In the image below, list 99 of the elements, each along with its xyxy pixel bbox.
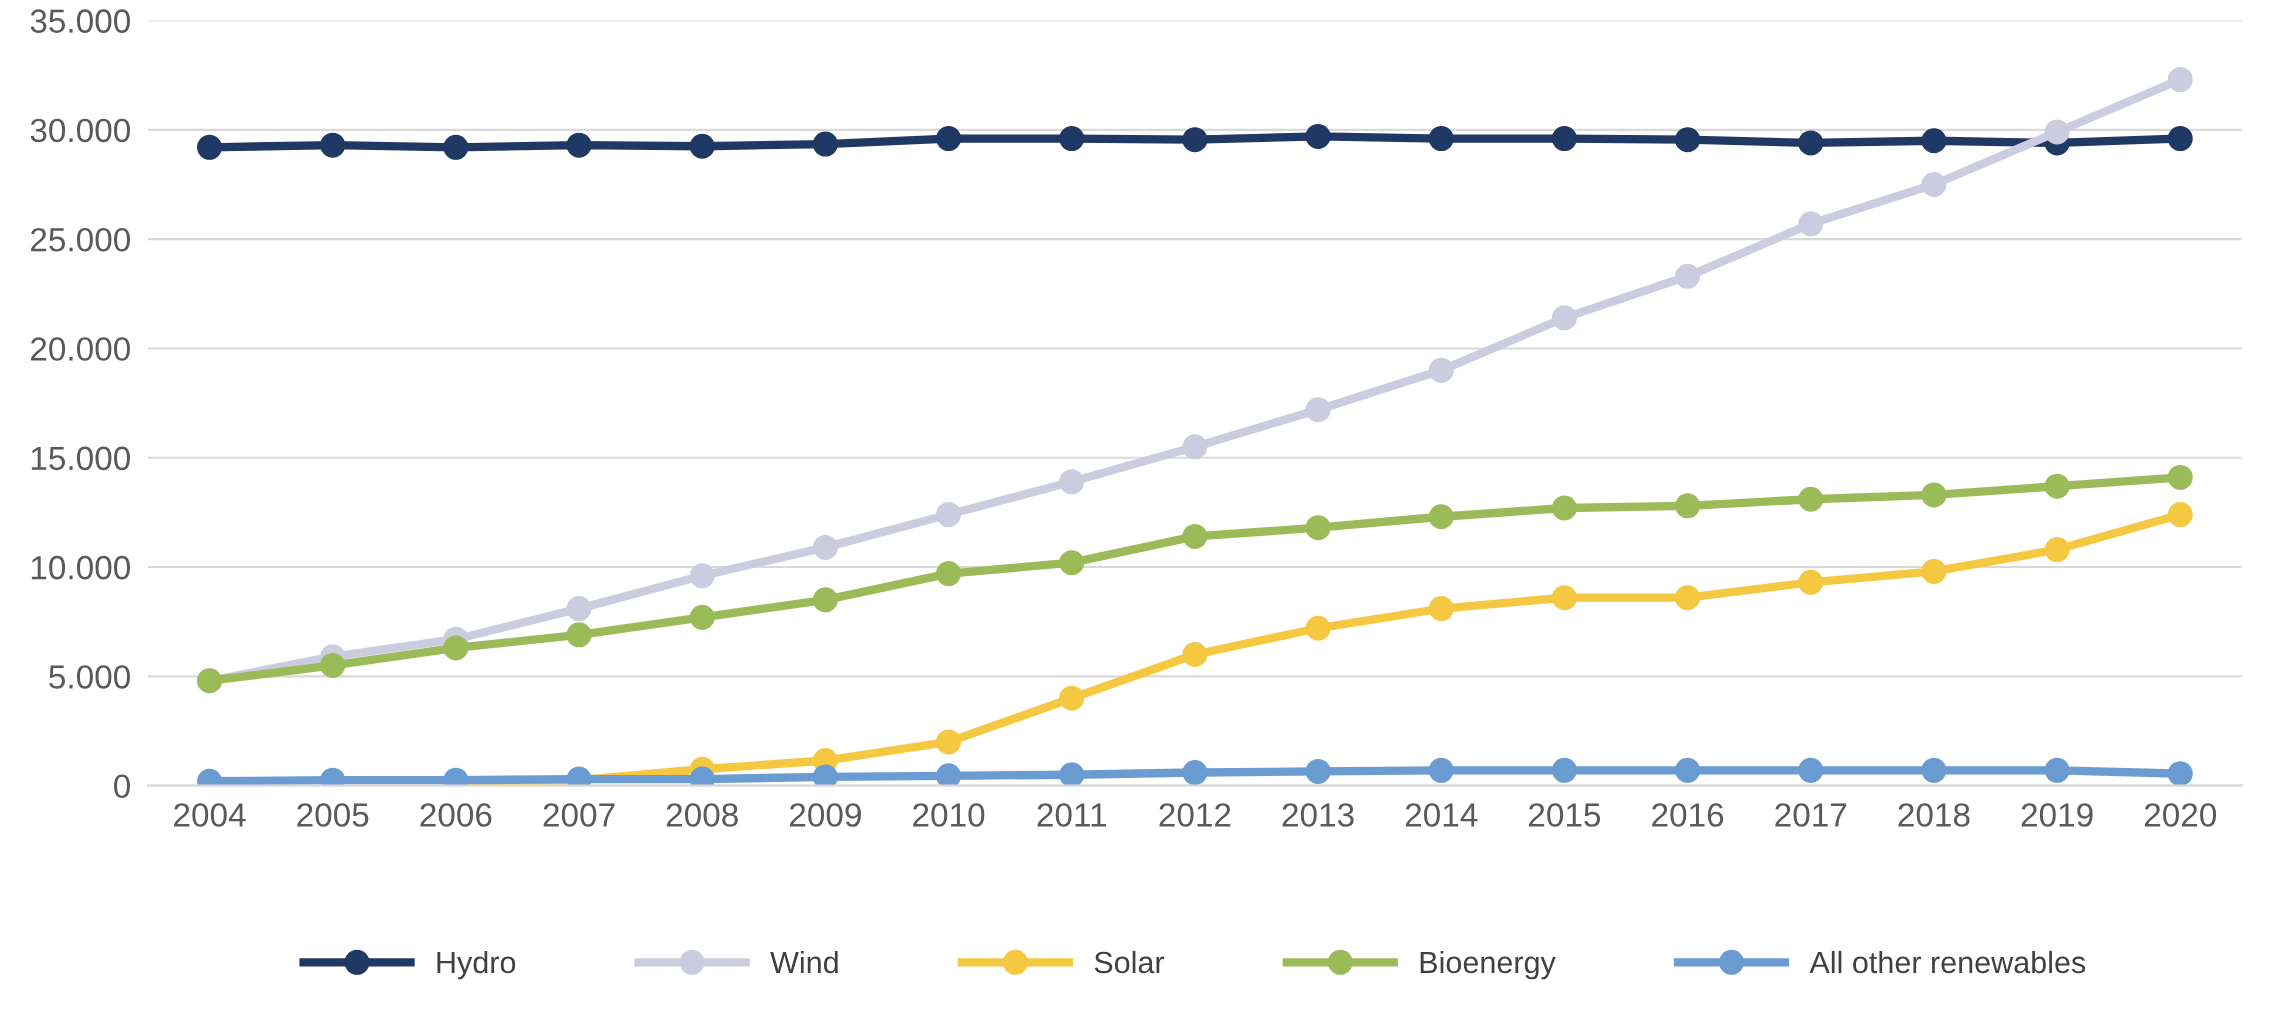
x-tick-label: 2006: [420, 803, 492, 827]
x-tick-label: 2013: [1282, 803, 1354, 827]
point: [1059, 550, 1085, 576]
x-tick-label: 2017: [1775, 803, 1847, 827]
x-tick-label: 2009: [789, 803, 861, 827]
point: [1551, 305, 1577, 331]
legend-label: Hydro: [437, 950, 516, 980]
y-tick-label: 20.000: [31, 337, 130, 361]
point: [1921, 482, 1947, 508]
y-tick-label: 0: [114, 774, 130, 799]
point: [2044, 757, 2070, 783]
point: [566, 622, 592, 648]
x-tick-label: 2016: [1652, 803, 1724, 827]
x-tick-label: 2015: [1529, 803, 1601, 827]
point: [1921, 558, 1947, 584]
point: [1182, 434, 1208, 460]
point: [812, 534, 838, 560]
point: [1305, 123, 1331, 149]
point: [2167, 502, 2193, 528]
point: [1305, 515, 1331, 541]
legend-label: Solar: [1094, 950, 1165, 974]
x-tick-label: 2011: [1037, 803, 1106, 827]
point: [1428, 596, 1454, 622]
y-tick-label: 30.000: [30, 118, 130, 143]
y-tick-label: 35.000: [30, 9, 130, 33]
point: [1921, 171, 1947, 197]
point: [1798, 211, 1824, 237]
point: [2167, 126, 2193, 152]
legend-label: All other renewables: [1809, 950, 2086, 974]
point: [812, 764, 838, 786]
y-tick-label: 15.000: [31, 446, 130, 471]
point: [936, 502, 962, 528]
point: [1675, 127, 1701, 153]
point: [689, 563, 715, 589]
point: [197, 134, 223, 160]
point: [936, 561, 962, 587]
point: [936, 763, 962, 786]
point: [1182, 641, 1208, 667]
point: [443, 134, 469, 160]
point: [1675, 585, 1701, 611]
point: [1675, 493, 1701, 519]
x-tick-label: 2020: [2144, 803, 2217, 827]
point: [1305, 397, 1331, 423]
point: [1551, 757, 1577, 783]
point: [1921, 757, 1947, 783]
point: [1059, 685, 1085, 711]
point: [2044, 473, 2070, 499]
point: [689, 604, 715, 630]
point: [2167, 67, 2193, 93]
point: [1059, 469, 1085, 495]
point: [1305, 615, 1331, 641]
point: [1675, 757, 1701, 783]
y-tick-label: 5.000: [49, 665, 130, 689]
point: [1428, 357, 1454, 383]
point: [689, 133, 715, 159]
point: [1798, 486, 1824, 512]
point: [1059, 126, 1085, 152]
point: [566, 132, 592, 158]
legend-label: Wind: [770, 950, 838, 974]
point: [2167, 761, 2193, 786]
point: [1551, 495, 1577, 521]
point: [1798, 569, 1824, 595]
point: [1551, 126, 1577, 152]
x-tick-label: 2007: [543, 803, 615, 827]
point: [566, 596, 592, 622]
point: [812, 131, 838, 157]
legend-label: Bioenergy: [1420, 950, 1556, 980]
point: [1305, 758, 1331, 784]
point: [1428, 126, 1454, 152]
x-tick-label: 2005: [297, 803, 369, 827]
point: [2044, 119, 2070, 145]
point: [1551, 585, 1577, 611]
point: [1182, 523, 1208, 549]
x-tick-label: 2010: [913, 803, 985, 827]
point: [1428, 757, 1454, 783]
point: [1059, 762, 1085, 786]
point: [1428, 504, 1454, 530]
point: [936, 729, 962, 755]
point: [1798, 757, 1824, 783]
x-tick-label: 2019: [2021, 803, 2093, 827]
point: [320, 652, 346, 678]
x-tick-label: 2014: [1405, 803, 1478, 827]
x-tick-label: 2012: [1159, 803, 1231, 827]
point: [936, 126, 962, 152]
x-tick-label: 2018: [1898, 803, 1970, 827]
y-tick-label: 25.000: [31, 227, 130, 252]
point: [2167, 464, 2193, 490]
point: [1675, 263, 1701, 289]
point: [2044, 537, 2070, 563]
point: [320, 132, 346, 158]
point: [1182, 760, 1208, 786]
x-tick-label: 2004: [174, 803, 246, 827]
point: [443, 635, 469, 661]
x-tick-label: 2008: [666, 803, 738, 827]
point: [1798, 130, 1824, 156]
point: [1182, 127, 1208, 153]
point: [1921, 128, 1947, 154]
point: [812, 587, 838, 613]
y-tick-label: 10.000: [31, 555, 130, 580]
